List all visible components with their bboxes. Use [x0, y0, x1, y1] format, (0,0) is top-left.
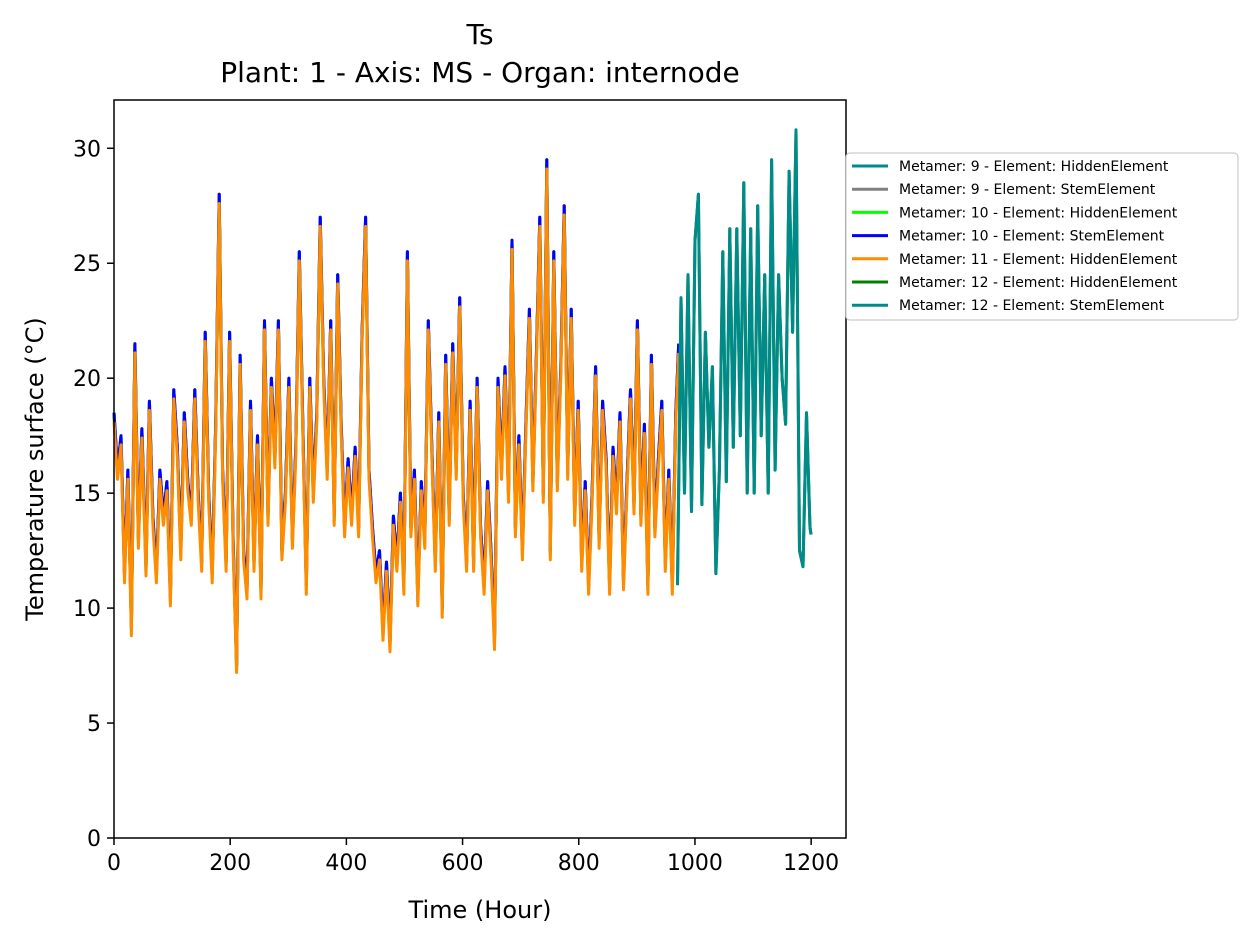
legend-label: Metamer: 12 - Element: StemElement — [899, 298, 1165, 314]
x-axis-label: Time (Hour) — [408, 896, 552, 924]
series-line-7 — [676, 128, 813, 586]
legend-label: Metamer: 9 - Element: StemElement — [899, 182, 1156, 198]
x-tick-label: 600 — [442, 851, 484, 876]
legend-label: Metamer: 10 - Element: HiddenElement — [899, 205, 1178, 221]
x-axis-ticks: 0 200 400 600 800 1000 1200 — [107, 838, 839, 876]
y-tick-label: 25 — [73, 252, 101, 277]
plot-area-frame — [113, 99, 847, 839]
chart-subtitle: Plant: 1 - Axis: MS - Organ: internode — [220, 56, 740, 89]
chart-title: Ts — [465, 18, 493, 51]
legend: Metamer: 9 - Element: HiddenElement Metam… — [845, 152, 1239, 321]
x-tick-label: 0 — [107, 851, 121, 876]
y-tick-label: 5 — [87, 712, 101, 737]
x-tick-label: 1200 — [783, 851, 839, 876]
x-tick-label: 1000 — [667, 851, 723, 876]
legend-frame — [845, 152, 1239, 321]
y-tick-label: 30 — [73, 137, 101, 162]
y-axis-label: Temperature surface (°C) — [21, 317, 49, 621]
legend-label: Metamer: 10 - Element: StemElement — [899, 229, 1165, 245]
series-layer — [112, 128, 813, 674]
legend-label: Metamer: 9 - Element: HiddenElement — [899, 159, 1169, 175]
legend-label: Metamer: 12 - Element: HiddenElement — [899, 275, 1178, 291]
y-tick-label: 15 — [73, 482, 101, 507]
y-tick-label: 20 — [73, 367, 101, 392]
x-tick-label: 200 — [209, 851, 251, 876]
y-axis-ticks: 0 5 10 15 20 25 30 — [73, 137, 114, 852]
series-line-5 — [112, 167, 681, 674]
y-tick-label: 0 — [87, 827, 101, 852]
x-tick-label: 400 — [325, 851, 367, 876]
y-tick-label: 10 — [73, 597, 101, 622]
x-tick-label: 800 — [558, 851, 600, 876]
legend-label: Metamer: 11 - Element: HiddenElement — [899, 252, 1178, 268]
